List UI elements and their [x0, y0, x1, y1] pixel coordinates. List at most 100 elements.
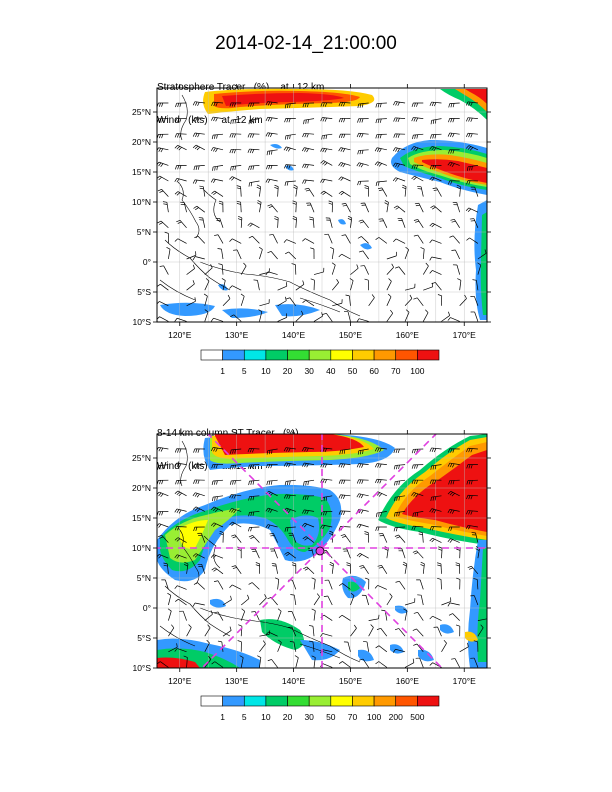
wind-barb [347, 215, 353, 228]
wind-barb [402, 184, 407, 197]
wind-barb [451, 658, 461, 668]
wind-barb [325, 217, 333, 228]
wind-barb [338, 101, 351, 107]
wind-barb [192, 506, 205, 512]
wind-barb [447, 161, 460, 167]
wind-barb [271, 563, 278, 574]
wind-barb [302, 495, 315, 500]
wind-barb [302, 447, 315, 452]
wind-barb [452, 264, 461, 275]
wind-barb [473, 640, 479, 652]
wind-barb [277, 296, 287, 307]
colorbar-swatch [395, 695, 418, 707]
wind-barb [274, 184, 279, 197]
lat-label: 15°N [132, 167, 151, 177]
wind-barb [247, 133, 260, 138]
wind-barb [284, 164, 296, 169]
wind-barb [411, 479, 424, 485]
wind-barb [429, 508, 442, 514]
wind-barb [412, 133, 424, 140]
wind-barb [470, 595, 479, 606]
wind-barb [466, 464, 478, 469]
wind-barb [338, 147, 351, 153]
wind-barb [368, 614, 380, 621]
wind-barb [157, 161, 169, 167]
wind-barb [374, 161, 387, 167]
wind-barb [303, 566, 315, 575]
wind-barb [411, 464, 424, 469]
wind-barb [339, 448, 351, 455]
colorbar-swatch [308, 695, 332, 707]
wind-barb [204, 610, 213, 621]
wind-barb [311, 655, 316, 668]
wind-barb [393, 133, 406, 138]
lat-label: 5°N [137, 227, 151, 237]
wind-barb [302, 179, 315, 184]
wind-barb [164, 231, 169, 244]
wind-barb [265, 463, 278, 469]
wind-barb [324, 233, 333, 244]
lat-label: 10°S [132, 317, 151, 327]
wind-barb [266, 149, 278, 156]
wind-barb [162, 201, 169, 213]
wind-barb [338, 614, 351, 621]
wind-barb [186, 264, 195, 275]
bottom-tracer-shading [157, 434, 487, 668]
wind-barb [183, 561, 189, 574]
wind-barb [303, 118, 315, 125]
wind-barb [448, 149, 460, 154]
wind-barb [404, 294, 413, 307]
colorbar-label: 50 [326, 712, 336, 722]
wind-barb [157, 133, 169, 139]
colorbar-label: 60 [369, 366, 379, 376]
wind-barb [210, 554, 224, 559]
wind-barb [469, 218, 479, 228]
wind-barb [430, 205, 442, 213]
wind-barb [350, 264, 359, 275]
wind-barb [174, 191, 187, 197]
wind-barb [258, 309, 263, 322]
wind-barb [269, 234, 278, 244]
wind-barb [452, 202, 461, 213]
wind-barb [374, 585, 388, 590]
wind-barb [465, 145, 479, 151]
colorbar-swatch [243, 349, 267, 361]
colorbar-swatch [373, 349, 397, 361]
wind-barb [343, 641, 351, 652]
wind-barb [211, 101, 224, 107]
wind-barb [420, 247, 425, 260]
wind-barb [251, 548, 260, 559]
wind-barb [259, 594, 267, 606]
wind-barb [291, 562, 297, 574]
wind-barb [174, 317, 187, 322]
colorbar-swatch [243, 695, 267, 707]
colorbar-swatch [417, 695, 440, 707]
wind-barb [429, 537, 442, 543]
wind-barb [320, 633, 333, 637]
wind-barb [174, 177, 187, 183]
wind-barb [157, 102, 169, 107]
lat-label: 25°N [132, 107, 151, 117]
colorbar-label: 10 [261, 366, 271, 376]
wind-barb [437, 578, 442, 590]
wind-barb [357, 118, 369, 123]
wind-barb [248, 235, 260, 244]
wind-barb [338, 463, 351, 468]
wind-barb [302, 462, 315, 468]
wind-barb [397, 548, 406, 559]
wind-barb [222, 626, 232, 637]
wind-barb [430, 118, 442, 125]
wind-barb [157, 220, 169, 229]
wind-barb [393, 238, 406, 244]
wind-barb [430, 133, 442, 139]
wind-barb [338, 253, 351, 260]
wind-barb [466, 494, 478, 500]
wind-barb [429, 256, 442, 261]
wind-barb [411, 175, 424, 182]
wind-barb [322, 312, 333, 322]
wind-barb [356, 463, 369, 468]
wind-barb [395, 580, 406, 590]
wind-barb [237, 640, 242, 652]
wind-barb [256, 184, 261, 197]
lat-label: 15°N [132, 513, 151, 523]
